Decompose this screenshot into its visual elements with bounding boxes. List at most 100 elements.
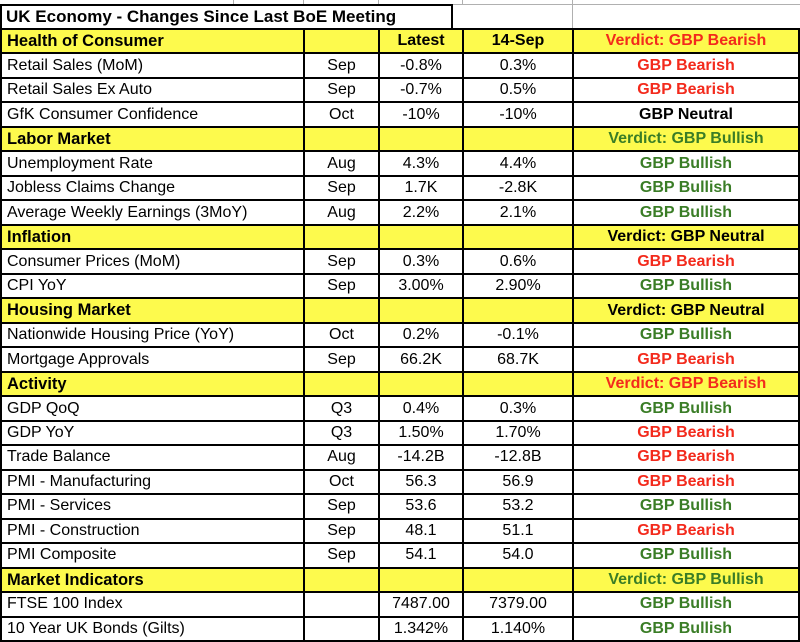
section-title: Market Indicators [7,570,144,589]
indicator-name: PMI - Manufacturing [7,472,152,490]
indicator-name: CPI YoY [7,277,67,295]
verdict-cell: GBP Bearish [572,54,798,77]
indicator-name: 10 Year UK Bonds (Gilts) [7,619,185,637]
section-header-row: Labor Market Verdict: GBP Bullish [2,125,798,151]
indicator-row: Retail Sales Ex Auto Sep -0.7% 0.5% GBP … [2,76,798,102]
verdict-cell: GBP Bearish [572,519,798,543]
month-cell: Sep [303,54,378,77]
verdict-cell: GBP Bullish [572,495,798,518]
indicator-row: 10 Year UK Bonds (Gilts) 1.342% 1.140% G… [2,615,798,641]
month-cell: Aug [303,152,378,175]
indicator-name: Unemployment Rate [7,154,153,172]
latest-value-cell: 1.50% [378,421,462,445]
indicator-row: Consumer Prices (MoM) Sep 0.3% 0.6% GBP … [2,248,798,273]
latest-value-cell: 53.6 [378,495,462,518]
title-filler-cell [453,4,572,28]
latest-column-header [378,127,462,151]
section-header-row: Housing Market Verdict: GBP Neutral [2,297,798,322]
indicator-name: PMI Composite [7,546,117,564]
section-title: Labor Market [7,129,111,148]
verdict-cell: GBP Bearish [572,470,798,494]
verdict-cell: GBP Bearish [572,250,798,273]
section-verdict: Verdict: GBP Bullish [572,568,798,592]
section-header-row: Inflation Verdict: GBP Neutral [2,223,798,249]
month-column-header [303,299,378,322]
indicator-row: PMI - Manufacturing Oct 56.3 56.9 GBP Be… [2,468,798,494]
indicator-row: Retail Sales (MoM) Sep -0.8% 0.3% GBP Be… [2,52,798,77]
section-verdict: Verdict: GBP Neutral [572,299,798,322]
month-cell: Sep [303,348,378,371]
month-column-header [303,372,378,396]
prev-value-cell: 0.3% [462,54,572,77]
prev-value-cell: 56.9 [462,470,572,494]
indicator-name: PMI - Services [7,497,112,515]
indicator-name: GDP QoQ [7,399,80,417]
prev-value-cell: 1.140% [462,617,572,641]
latest-value-cell: 7487.00 [378,593,462,616]
prev-value-cell: 2.90% [462,274,572,298]
month-column-header [303,127,378,151]
gridline [378,0,379,4]
indicator-name: Retail Sales (MoM) [7,56,144,74]
latest-column-header [378,568,462,592]
latest-value-cell: -10% [378,103,462,126]
latest-value-cell: 3.00% [378,274,462,298]
section-verdict: Verdict: GBP Bearish [572,372,798,396]
section-header-row: Market Indicators Verdict: GBP Bullish [2,566,798,592]
prev-value-cell: -2.8K [462,176,572,200]
indicator-row: GfK Consumer Confidence Oct -10% -10% GB… [2,101,798,126]
verdict-cell: GBP Bullish [572,323,798,347]
latest-value-cell: 56.3 [378,470,462,494]
section-title: Housing Market [7,301,131,320]
latest-value-cell: 66.2K [378,348,462,371]
indicator-name: Jobless Claims Change [7,179,176,197]
title-filler-cell [572,4,800,28]
month-cell: Sep [303,495,378,518]
prev-column-header [462,127,572,151]
month-column-header [303,30,378,53]
verdict-cell: GBP Bullish [572,593,798,616]
latest-column-header [378,372,462,396]
gridline [462,0,463,4]
gridline [303,0,304,4]
indicator-name: FTSE 100 Index [7,595,123,613]
indicator-row: Mortgage Approvals Sep 66.2K 68.7K GBP B… [2,346,798,371]
verdict-cell: GBP Bullish [572,397,798,420]
indicator-row: CPI YoY Sep 3.00% 2.90% GBP Bullish [2,272,798,298]
prev-value-cell: 51.1 [462,519,572,543]
verdict-cell: GBP Bullish [572,201,798,224]
latest-value-cell: 0.3% [378,250,462,273]
indicator-name: Mortgage Approvals [7,350,150,368]
verdict-cell: GBP Bullish [572,274,798,298]
verdict-cell: GBP Bullish [572,152,798,175]
prev-column-header [462,568,572,592]
section-header-row: Activity Verdict: GBP Bearish [2,370,798,396]
indicator-row: Nationwide Housing Price (YoY) Oct 0.2% … [2,321,798,347]
latest-value-cell: 54.1 [378,544,462,567]
verdict-cell: GBP Bearish [572,78,798,102]
prev-value-cell: 53.2 [462,495,572,518]
top-partial-row [0,0,800,4]
verdict-cell: GBP Bullish [572,176,798,200]
section-verdict: Verdict: GBP Bullish [572,127,798,151]
month-cell: Aug [303,446,378,469]
verdict-cell: GBP Bearish [572,348,798,371]
month-cell: Q3 [303,421,378,445]
prev-value-cell: 0.6% [462,250,572,273]
indicator-row: Trade Balance Aug -14.2B -12.8B GBP Bear… [2,444,798,469]
indicator-name: GfK Consumer Confidence [7,105,199,123]
indicator-name: Trade Balance [7,448,111,466]
month-column-header [303,568,378,592]
gridline [572,0,573,4]
verdict-cell: GBP Bearish [572,446,798,469]
indicator-row: PMI - Services Sep 53.6 53.2 GBP Bullish [2,493,798,518]
latest-value-cell: 1.342% [378,617,462,641]
latest-value-cell: 2.2% [378,201,462,224]
prev-value-cell: -12.8B [462,446,572,469]
latest-column-header [378,225,462,249]
prev-value-cell: 54.0 [462,544,572,567]
indicator-row: GDP QoQ Q3 0.4% 0.3% GBP Bullish [2,395,798,420]
section-verdict: Verdict: GBP Bearish [572,30,798,53]
latest-value-cell: -0.7% [378,78,462,102]
